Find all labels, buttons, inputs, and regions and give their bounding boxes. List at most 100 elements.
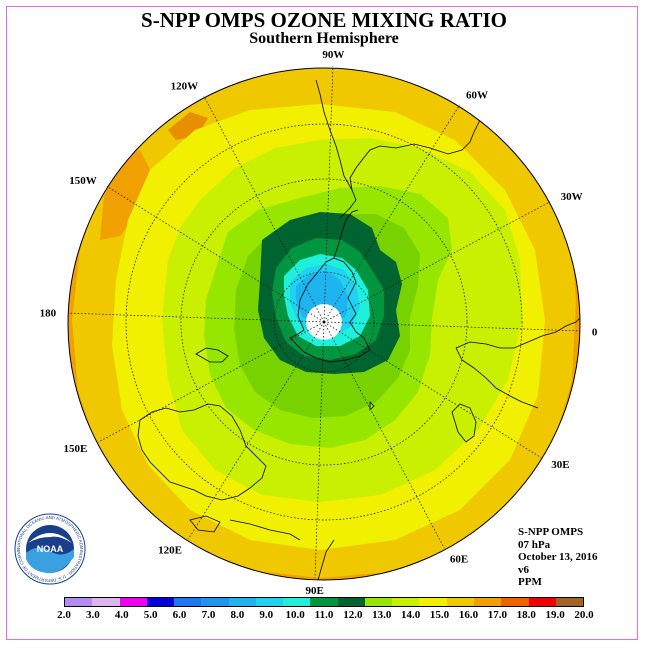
meridian-180 bbox=[68, 312, 325, 323]
colorbar-tick-label: 20.0 bbox=[574, 609, 594, 621]
lon-label-90e: 90E bbox=[305, 585, 323, 597]
colorbar-segment bbox=[119, 598, 147, 606]
coast-indonesia bbox=[229, 519, 301, 541]
colorbar-segment bbox=[201, 598, 229, 606]
colorbar-segment bbox=[92, 598, 120, 606]
colorbar-segment bbox=[174, 598, 202, 606]
longitude-labels: 0 30E 60E 90E 120E 150E 180 150W 120W 90W 60W 30W bbox=[40, 49, 598, 597]
info-instrument: S-NPP OMPS bbox=[518, 526, 584, 538]
info-block: S-NPP OMPS 07 hPa October 13, 2016 v6 PP… bbox=[518, 526, 598, 589]
coast-small bbox=[369, 401, 375, 411]
colorbar-segment bbox=[501, 598, 529, 606]
colorbar-segment bbox=[419, 598, 447, 606]
lon-label-60w: 60W bbox=[466, 90, 488, 102]
meridian-150w bbox=[106, 186, 325, 323]
colorbar-tick-label: 15.0 bbox=[429, 609, 450, 621]
meridian-150e bbox=[97, 321, 325, 443]
coast-africa-2 bbox=[455, 347, 539, 409]
lon-label-30e: 30E bbox=[551, 459, 569, 471]
colorbar-tick-label: 2.0 bbox=[57, 609, 71, 621]
coast-south-america-west bbox=[315, 79, 353, 191]
colorbar-tick-label: 5.0 bbox=[143, 609, 158, 621]
coast-antarctica bbox=[289, 257, 371, 363]
band-17-patch bbox=[100, 150, 150, 240]
colorbar bbox=[64, 597, 584, 607]
lon-label-90w: 90W bbox=[322, 49, 344, 61]
colorbar-tick-label: 16.0 bbox=[458, 609, 479, 621]
colorbar-tick-label: 13.0 bbox=[372, 609, 392, 621]
coast-australia bbox=[137, 403, 267, 501]
lon-label-150e: 150E bbox=[64, 443, 88, 455]
info-version: v6 bbox=[518, 563, 529, 576]
coast-islands bbox=[317, 539, 335, 580]
meridian-60w bbox=[323, 104, 460, 323]
latitude-circles bbox=[125, 123, 523, 521]
colorbar-segment bbox=[65, 598, 93, 606]
lon-label-0: 0 bbox=[592, 326, 598, 338]
map-title: S-NPP OMPS OZONE MIXING RATIO bbox=[141, 8, 507, 32]
colorbar-segment bbox=[473, 598, 502, 606]
coast-new-zealand bbox=[195, 347, 229, 363]
colorbar-segment bbox=[228, 598, 256, 606]
noaa-logo: NATIONAL OCEANIC AND ATMOSPHERIC ADMINIS… bbox=[14, 513, 86, 585]
info-units: PPM bbox=[518, 576, 542, 588]
meridian-30e bbox=[323, 321, 542, 458]
meridian-30w bbox=[323, 201, 551, 323]
colorbar-segment bbox=[310, 598, 338, 606]
map-boundary bbox=[67, 67, 581, 581]
colorbar-segment bbox=[364, 598, 393, 606]
colorbar-tick-label: 12.0 bbox=[343, 609, 363, 621]
lat-30s bbox=[125, 123, 523, 521]
info-date: October 13, 2016 bbox=[518, 551, 598, 563]
meridian-90w bbox=[323, 66, 334, 323]
colorbar-segment bbox=[283, 598, 311, 606]
coast-africa bbox=[455, 317, 580, 349]
colorbar-segment bbox=[446, 598, 474, 606]
lon-label-120e: 120E bbox=[158, 544, 182, 556]
colorbar-segment bbox=[392, 598, 420, 606]
colorbar-segment bbox=[555, 598, 584, 606]
colorbar-segment bbox=[337, 598, 365, 606]
colorbar-tick-label: 9.0 bbox=[259, 609, 274, 621]
info-level: 07 hPa bbox=[518, 538, 551, 551]
meridian-60e bbox=[323, 321, 445, 549]
lon-label-120w: 120W bbox=[171, 80, 199, 92]
ozone-field bbox=[68, 68, 580, 580]
colorbar-segment bbox=[255, 598, 284, 606]
lon-label-180: 180 bbox=[40, 308, 57, 320]
lat-60s bbox=[180, 178, 468, 466]
coast-madagascar bbox=[451, 403, 477, 443]
pole-marker bbox=[322, 320, 326, 324]
meridian-0 bbox=[323, 321, 580, 332]
meridian-90e bbox=[314, 321, 325, 578]
coast-png bbox=[189, 515, 221, 533]
colorbar-tick-label: 11.0 bbox=[314, 609, 334, 621]
coast-peninsula bbox=[333, 209, 359, 259]
colorbar-tick-label: 6.0 bbox=[172, 609, 187, 621]
meridian-120w bbox=[203, 95, 325, 323]
colorbar-tick-label: 14.0 bbox=[401, 609, 421, 621]
colorbar-segment bbox=[528, 598, 556, 606]
colorbar-tick-label: 7.0 bbox=[201, 609, 216, 621]
noaa-logo-text: NOAA bbox=[37, 544, 64, 554]
colorbar-tick-label: 17.0 bbox=[487, 609, 507, 621]
meridians bbox=[68, 66, 580, 578]
coast-south-america bbox=[339, 89, 503, 219]
colorbar-tick-label: 4.0 bbox=[114, 609, 129, 621]
lat-80s bbox=[273, 271, 375, 373]
plot-frame bbox=[6, 6, 638, 640]
lon-label-60e: 60E bbox=[450, 554, 468, 566]
colorbar-tick-label: 19.0 bbox=[545, 609, 565, 621]
colorbar-tick-label: 3.0 bbox=[86, 609, 100, 621]
map-subtitle: Southern Hemisphere bbox=[249, 30, 399, 47]
lon-label-150w: 150W bbox=[69, 175, 97, 187]
colorbar-tick-label: 10.0 bbox=[285, 609, 305, 621]
meridian-120e bbox=[188, 321, 325, 540]
colorbar-segment bbox=[146, 598, 175, 606]
colorbar-ticks: 2.0 3.0 4.0 5.0 6.0 7.0 8.0 9.0 10.0 11.0 12.0 13.0… bbox=[44, 609, 604, 623]
colorbar-tick-label: 18.0 bbox=[516, 609, 536, 621]
colorbar-tick-label: 8.0 bbox=[230, 609, 245, 621]
lon-label-30w: 30W bbox=[561, 191, 583, 203]
